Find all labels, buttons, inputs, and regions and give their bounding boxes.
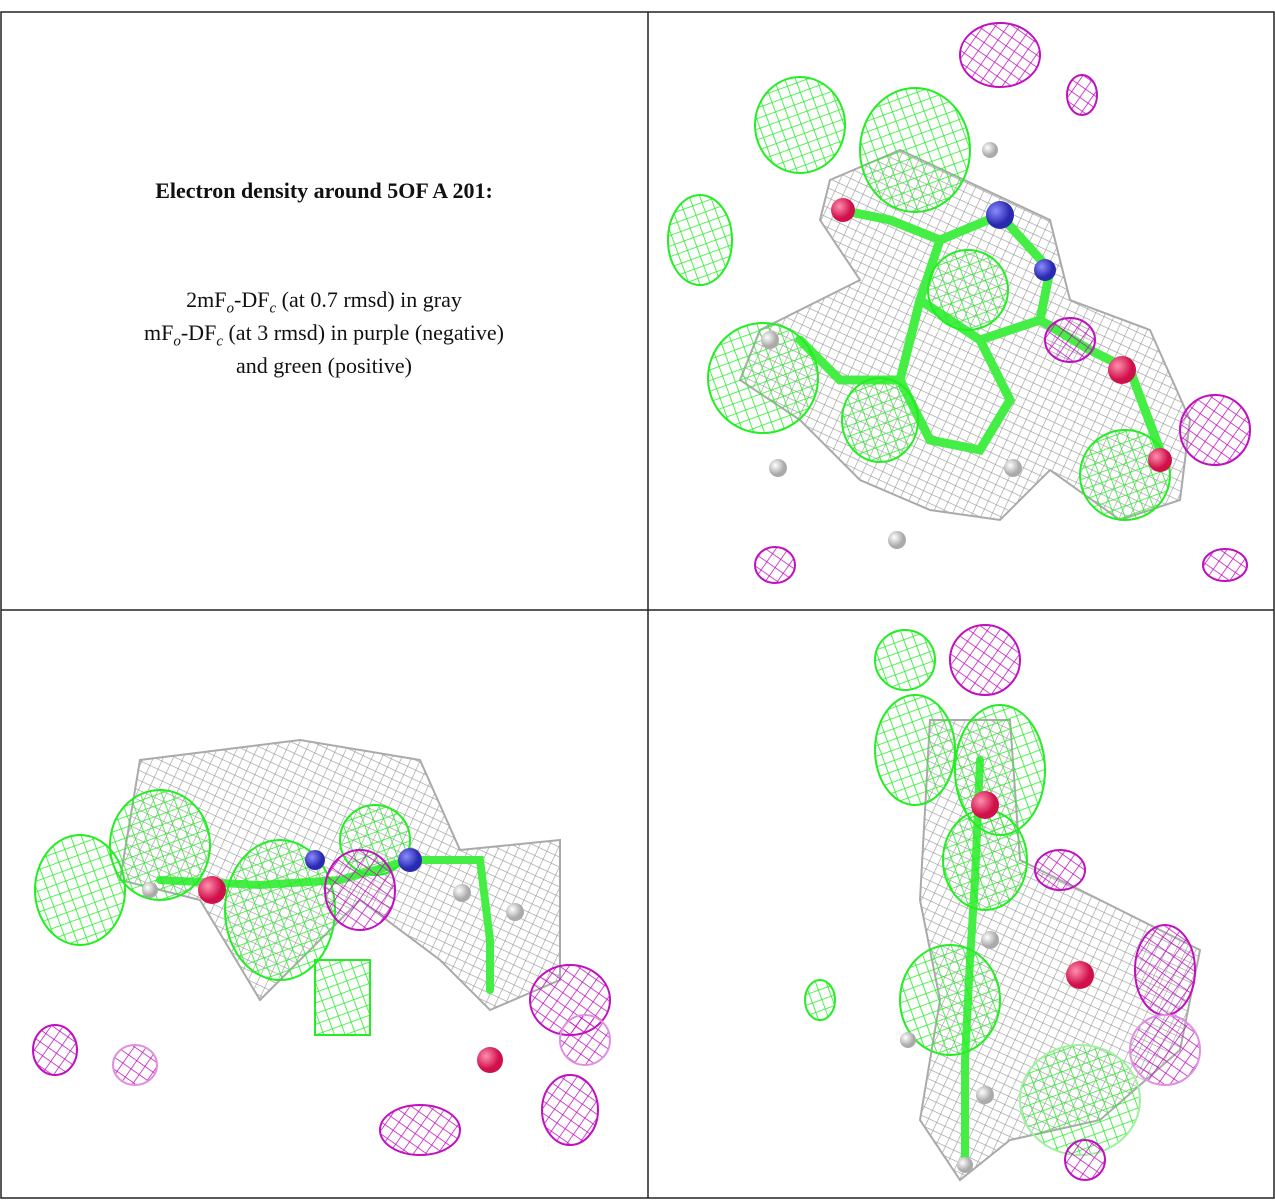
density-view-top bbox=[667, 22, 1251, 584]
caption-title: Electron density around 5OF A 201: bbox=[155, 178, 493, 203]
caption-line: mFo-DFc (at 3 rmsd) in purple (negative) bbox=[0, 320, 648, 350]
caption-text: (at 3 rmsd) in purple (negative) bbox=[222, 320, 504, 345]
caption-text: 2mF bbox=[186, 287, 227, 312]
density-view-side bbox=[32, 738, 611, 1156]
caption-line: 2mFo-DFc (at 0.7 rmsd) in gray bbox=[0, 287, 648, 317]
subscript: c bbox=[269, 300, 277, 317]
caption-text: -DF bbox=[180, 320, 217, 345]
caption-text: -DF bbox=[234, 287, 270, 312]
caption-text: mF bbox=[144, 320, 174, 345]
table-grid bbox=[0, 11, 1275, 1199]
subscript: c bbox=[216, 333, 223, 350]
caption-text: (at 0.7 rmsd) in gray bbox=[276, 287, 462, 312]
caption-text: and green (positive) bbox=[236, 353, 412, 378]
density-view-edge bbox=[804, 624, 1202, 1182]
caption-line: and green (positive) bbox=[0, 353, 648, 379]
subscript: o bbox=[173, 333, 181, 350]
subscript: o bbox=[226, 300, 235, 317]
